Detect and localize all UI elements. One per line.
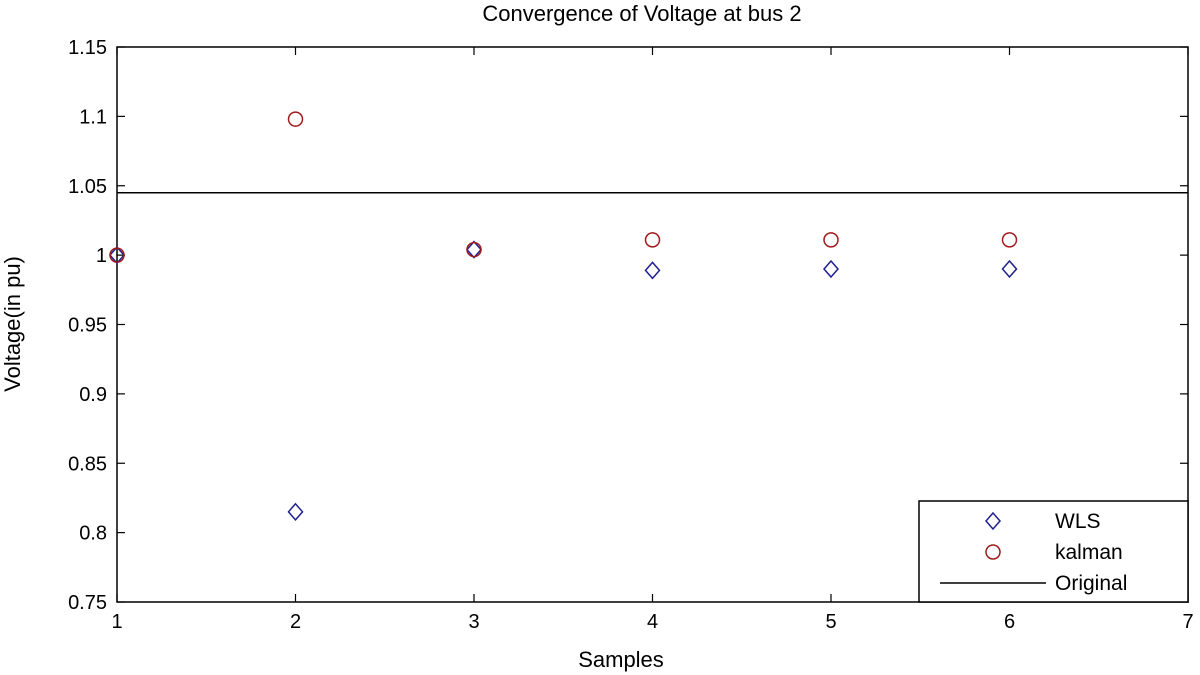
y-tick-label: 0.75 bbox=[68, 592, 107, 614]
wls-point bbox=[644, 261, 661, 280]
wls-point bbox=[823, 259, 839, 279]
x-tick-label: 1 bbox=[111, 611, 122, 633]
kalman-point bbox=[109, 247, 125, 263]
x-tick-label: 2 bbox=[290, 611, 301, 633]
kalman-point bbox=[1001, 232, 1018, 248]
legend-box bbox=[918, 500, 1189, 603]
y-tick-label: 1.05 bbox=[68, 176, 107, 198]
y-tick-label: 1.1 bbox=[79, 106, 107, 128]
legend-marker-kalman bbox=[985, 544, 1001, 560]
y-tick-label: 1.15 bbox=[68, 37, 107, 59]
chart-title: Convergence of Voltage at bus 2 bbox=[482, 1, 801, 26]
y-axis-label: Voltage(in pu) bbox=[0, 256, 25, 392]
legend: WLS kalman Original bbox=[918, 500, 1189, 603]
y-tick-label: 1 bbox=[96, 245, 107, 267]
legend-label-kalman: kalman bbox=[1055, 541, 1123, 564]
kalman-point bbox=[823, 232, 839, 248]
legend-label-wls: WLS bbox=[1055, 510, 1101, 533]
x-tick-label: 4 bbox=[647, 611, 658, 633]
x-axis-label: Samples bbox=[578, 647, 664, 672]
wls-point bbox=[466, 240, 482, 259]
legend-label-original: Original bbox=[1055, 572, 1127, 595]
kalman-point bbox=[466, 241, 482, 258]
wls-point bbox=[1001, 259, 1018, 279]
y-tick-label: 0.8 bbox=[79, 523, 107, 545]
x-tick-label: 6 bbox=[1004, 611, 1015, 633]
y-tick-label: 0.85 bbox=[68, 453, 107, 475]
wls-point bbox=[287, 502, 304, 521]
legend-marker-wls bbox=[985, 511, 1001, 531]
kalman-point bbox=[644, 232, 661, 248]
wls-point bbox=[109, 245, 125, 265]
x-tick-label: 7 bbox=[1182, 611, 1193, 633]
y-tick-label: 0.9 bbox=[79, 384, 107, 406]
x-tick-label: 5 bbox=[825, 611, 836, 633]
x-tick-label: 3 bbox=[468, 611, 479, 633]
kalman-point bbox=[287, 111, 304, 127]
data-marks bbox=[109, 111, 1188, 521]
y-tick-label: 0.95 bbox=[68, 315, 107, 337]
